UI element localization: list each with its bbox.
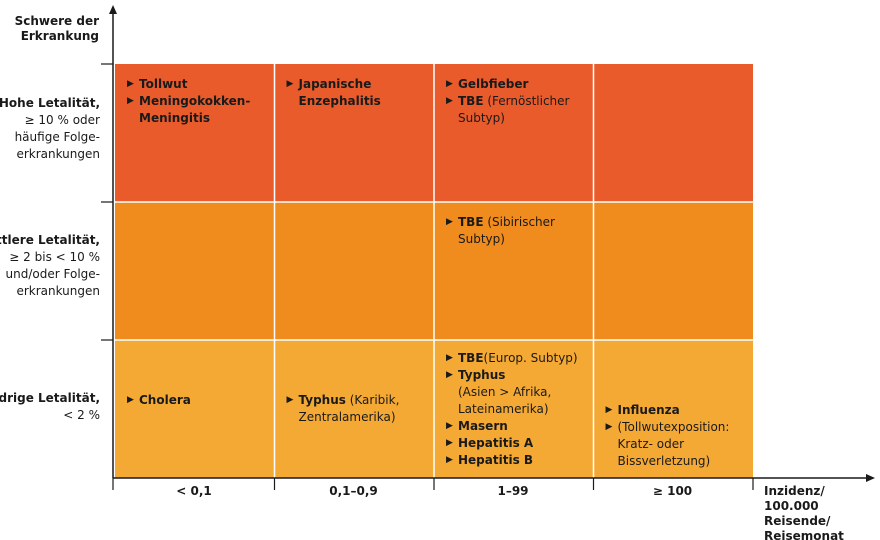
disease-item: ▶ Hepatitis A bbox=[446, 435, 590, 452]
triangle-bullet-icon: ▶ bbox=[446, 96, 453, 106]
disease-name: Cholera bbox=[139, 393, 191, 407]
disease-item: ▶ Japanische Enzephalitis bbox=[287, 76, 431, 110]
disease-note: (Sibirischer Subtyp) bbox=[458, 215, 555, 246]
disease-name: TBE bbox=[458, 215, 484, 229]
column-label: < 0,1 bbox=[176, 484, 212, 498]
disease-list: ▶ TBE (Sibirischer Subtyp) bbox=[446, 214, 590, 248]
disease-list: ▶ Japanische Enzephalitis bbox=[287, 76, 431, 110]
triangle-bullet-icon: ▶ bbox=[127, 79, 134, 89]
disease-name: Tollwut bbox=[139, 77, 188, 91]
triangle-bullet-icon: ▶ bbox=[446, 79, 453, 89]
disease-item: ▶ (Tollwutexposition: Kratz- oder Bissver… bbox=[606, 419, 750, 470]
triangle-bullet-icon: ▶ bbox=[127, 395, 134, 405]
row-label-detail: ≥ 10 % oder häufige Folge- erkrankungen bbox=[14, 113, 100, 161]
x-axis-arrowhead bbox=[866, 474, 875, 482]
disease-name: TBE bbox=[458, 351, 484, 365]
disease-item: ▶ Cholera bbox=[127, 392, 271, 409]
disease-note: (Karibik, Zentralamerika) bbox=[298, 393, 400, 424]
column-label: 0,1–0,9 bbox=[329, 484, 378, 498]
triangle-bullet-icon: ▶ bbox=[605, 405, 613, 415]
disease-list: ▶ TBE(Europ. Subtyp) ▶ Typhus (Asien > Afri… bbox=[446, 350, 590, 469]
triangle-bullet-icon: ▶ bbox=[286, 395, 294, 405]
disease-list: ▶ Tollwut ▶ Meningokokken- Meningitis bbox=[127, 76, 271, 127]
disease-item: ▶ TBE(Europ. Subtyp) bbox=[446, 350, 590, 367]
triangle-bullet-icon: ▶ bbox=[286, 79, 294, 89]
matrix-cell: ▶ Cholera bbox=[127, 392, 271, 409]
x-axis-title: Inzidenz/ 100.000 Reisende/ Reisemonat bbox=[764, 484, 844, 540]
column-label: ≥ 100 bbox=[652, 484, 693, 498]
disease-item: ▶ Typhus (Karibik, Zentralamerika) bbox=[287, 392, 431, 426]
triangle-bullet-icon: ▶ bbox=[446, 370, 453, 380]
column-label: 1–99 bbox=[497, 484, 529, 498]
disease-list: ▶ Cholera bbox=[127, 392, 271, 409]
disease-name: Hepatitis A bbox=[458, 436, 534, 450]
disease-item: ▶ Typhus (Asien > Afrika, Lateinamerika) bbox=[446, 367, 590, 418]
disease-name: Meningokokken- Meningitis bbox=[139, 94, 251, 125]
row-label: Niedrige Letalität, < 2 % bbox=[0, 390, 100, 424]
row-label: Mittlere Letalität, ≥ 2 bis < 10 % und/od… bbox=[0, 232, 100, 300]
matrix-cell: ▶ TBE (Sibirischer Subtyp) bbox=[446, 214, 590, 248]
disease-item: ▶ Gelbfieber bbox=[446, 76, 590, 93]
disease-name: Typhus bbox=[458, 368, 506, 382]
disease-name: Japanische Enzephalitis bbox=[298, 77, 381, 108]
disease-list: ▶ Typhus (Karibik, Zentralamerika) bbox=[287, 392, 431, 426]
disease-note: (Fernöstlicher Subtyp) bbox=[458, 94, 570, 125]
disease-item: ▶ Meningokokken- Meningitis bbox=[127, 93, 271, 127]
disease-note: (Europ. Subtyp) bbox=[483, 351, 578, 365]
triangle-bullet-icon: ▶ bbox=[446, 438, 453, 448]
row-label-detail: ≥ 2 bis < 10 % und/oder Folge- erkrankun… bbox=[5, 250, 100, 298]
disease-item: ▶ Hepatitis B bbox=[446, 452, 590, 469]
disease-note: (Tollwutexposition: Kratz- oder Bissverl… bbox=[617, 420, 730, 468]
matrix-cell: ▶ Japanische Enzephalitis bbox=[287, 76, 431, 110]
disease-item: ▶ Tollwut bbox=[127, 76, 271, 93]
matrix-cell: ▶ Gelbfieber ▶ TBE (Fernöstlicher Subtyp) bbox=[446, 76, 590, 127]
triangle-bullet-icon: ▶ bbox=[605, 422, 613, 432]
matrix-cell: ▶ Typhus (Karibik, Zentralamerika) bbox=[287, 392, 431, 426]
disease-list: ▶ Influenza ▶ (Tollwutexposition: Kratz- od… bbox=[606, 402, 750, 470]
disease-name: Typhus bbox=[298, 393, 346, 407]
disease-name: Gelbfieber bbox=[458, 77, 529, 91]
disease-note: (Asien > Afrika, Lateinamerika) bbox=[458, 385, 552, 416]
matrix-cell: ▶ Tollwut ▶ Meningokokken- Meningitis bbox=[127, 76, 271, 127]
y-axis-title: Schwere der Erkrankung bbox=[14, 14, 99, 43]
matrix-cell: ▶ TBE(Europ. Subtyp) ▶ Typhus (Asien > Afri… bbox=[446, 350, 590, 469]
disease-item: ▶ TBE (Sibirischer Subtyp) bbox=[446, 214, 590, 248]
y-axis-arrowhead bbox=[109, 5, 117, 14]
triangle-bullet-icon: ▶ bbox=[446, 455, 453, 465]
row-label: Hohe Letalität, ≥ 10 % oder häufige Folge… bbox=[0, 95, 100, 163]
triangle-bullet-icon: ▶ bbox=[446, 217, 453, 227]
disease-list: ▶ Gelbfieber ▶ TBE (Fernöstlicher Subtyp) bbox=[446, 76, 590, 127]
disease-item: ▶ TBE (Fernöstlicher Subtyp) bbox=[446, 93, 590, 127]
disease-item: ▶ Influenza bbox=[606, 402, 750, 419]
row-label-title: Mittlere Letalität, bbox=[0, 233, 100, 247]
row-label-title: Niedrige Letalität, bbox=[0, 391, 100, 405]
row-label-title: Hohe Letalität, bbox=[0, 96, 100, 110]
disease-name: Influenza bbox=[617, 403, 680, 417]
matrix-cell: ▶ Influenza ▶ (Tollwutexposition: Kratz- od… bbox=[606, 402, 750, 470]
row-label-detail: < 2 % bbox=[63, 408, 100, 422]
disease-name: Hepatitis B bbox=[458, 453, 534, 467]
disease-item: ▶ Masern bbox=[446, 418, 590, 435]
disease-name: TBE bbox=[458, 94, 484, 108]
triangle-bullet-icon: ▶ bbox=[446, 421, 453, 431]
triangle-bullet-icon: ▶ bbox=[446, 353, 453, 363]
triangle-bullet-icon: ▶ bbox=[127, 96, 134, 106]
disease-name: Masern bbox=[458, 419, 508, 433]
